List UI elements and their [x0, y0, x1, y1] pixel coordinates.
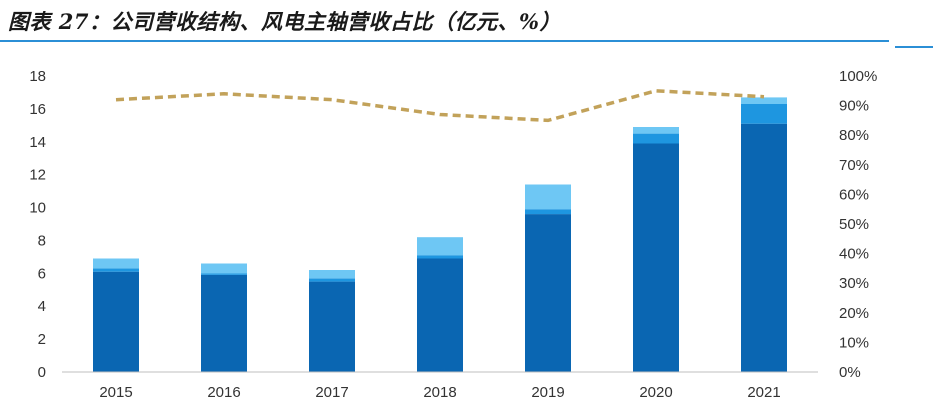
bar-2018-segment-1: [417, 258, 463, 372]
bar-2021-segment-3: [741, 97, 787, 104]
y2-tick-label: 0%: [839, 364, 861, 381]
bar-2017-segment-2: [309, 278, 355, 282]
bar-2020-segment-1: [633, 143, 679, 372]
y-tick-label: 2: [38, 331, 46, 348]
x-axis-ticks: 2015 2016 2017 2018 2019 2020 2021: [99, 384, 780, 401]
bar-2019-segment-1: [525, 214, 571, 372]
title-rule: [0, 40, 889, 42]
line-group: [115, 89, 765, 123]
bar-2016-segment-1: [201, 275, 247, 372]
bars-group: [93, 97, 787, 372]
y-tick-label: 4: [38, 298, 46, 315]
bar-2019-segment-3: [525, 184, 571, 210]
y-axis-ticks: 0 2 4 6 8 10 12 14 16 18: [29, 68, 46, 381]
bar-2017-segment-1: [309, 281, 355, 372]
y-tick-label: 18: [29, 68, 46, 85]
x-tick-label: 2015: [99, 384, 132, 401]
y2-tick-label: 60%: [839, 186, 869, 203]
y-tick-label: 16: [29, 101, 46, 118]
bar-2018-segment-2: [417, 255, 463, 259]
y2-tick-label: 100%: [839, 68, 877, 85]
bar-2020-segment-3: [633, 127, 679, 134]
x-tick-label: 2016: [207, 384, 240, 401]
bar-2016-segment-3: [201, 263, 247, 274]
y-tick-label: 0: [38, 364, 46, 381]
bar-2020-segment-2: [633, 133, 679, 144]
y2-tick-label: 50%: [839, 216, 869, 233]
y2-tick-label: 90%: [839, 98, 869, 115]
bar-2015-segment-1: [93, 271, 139, 372]
y-tick-label: 8: [38, 232, 46, 249]
bar-2019-segment-2: [525, 209, 571, 215]
bar-2017-segment-3: [309, 270, 355, 279]
y-tick-label: 14: [29, 134, 46, 151]
bar-2016-segment-2: [201, 273, 247, 275]
bar-2021-segment-2: [741, 104, 787, 124]
y2-tick-label: 40%: [839, 246, 869, 263]
x-tick-label: 2018: [423, 384, 456, 401]
y2-tick-label: 30%: [839, 275, 869, 292]
y-tick-label: 10: [29, 200, 46, 217]
x-tick-label: 2017: [315, 384, 348, 401]
y-tick-label: 12: [29, 167, 46, 184]
y2-tick-label: 80%: [839, 127, 869, 144]
bar-2018-segment-3: [417, 237, 463, 256]
share-line: [115, 89, 765, 123]
y2-axis-ticks: 0% 10% 20% 30% 40% 50% 60% 70% 80% 90% 100%: [839, 68, 877, 381]
x-tick-label: 2019: [531, 384, 564, 401]
y2-tick-label: 70%: [839, 157, 869, 174]
y2-tick-label: 20%: [839, 305, 869, 322]
x-tick-label: 2021: [747, 384, 780, 401]
title-rule-accent: [895, 46, 933, 48]
x-tick-label: 2020: [639, 384, 672, 401]
bar-2015-segment-3: [93, 258, 139, 269]
bar-2015-segment-2: [93, 268, 139, 272]
y-tick-label: 6: [38, 265, 46, 282]
bar-2021-segment-1: [741, 123, 787, 372]
y2-tick-label: 10%: [839, 334, 869, 351]
chart-title: 图表 27：公司营收结构、风电主轴营收占比（亿元、%）: [8, 9, 561, 34]
